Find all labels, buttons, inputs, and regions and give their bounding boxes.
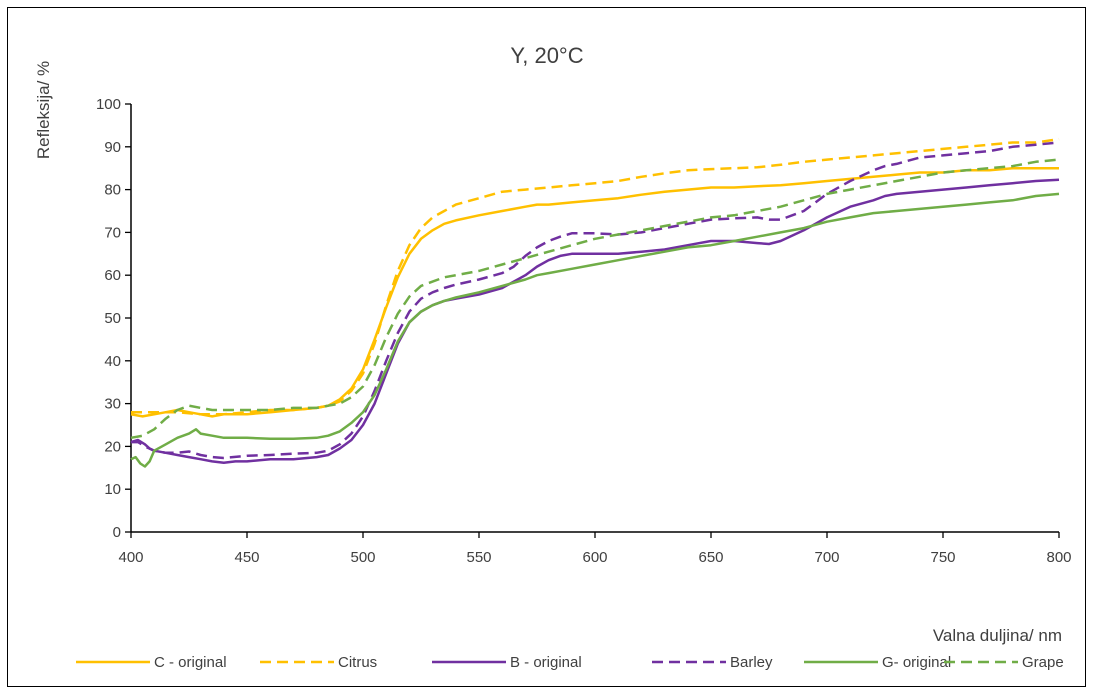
x-tick-label: 600 bbox=[582, 549, 607, 566]
series-line-grape bbox=[130, 158, 1060, 440]
x-tick-label: 450 bbox=[234, 549, 259, 566]
series-layer bbox=[130, 137, 1060, 468]
series-line-barley bbox=[131, 141, 1060, 460]
y-tick-label: 40 bbox=[104, 353, 121, 370]
y-tick-label: 80 bbox=[104, 182, 121, 199]
y-tick-label: 70 bbox=[104, 224, 121, 241]
x-tick-label: 750 bbox=[930, 549, 955, 566]
series-line-g-original bbox=[130, 192, 1060, 468]
x-tick-label: 700 bbox=[814, 549, 839, 566]
x-tick-label: 500 bbox=[350, 549, 375, 566]
x-tick-label: 550 bbox=[466, 549, 491, 566]
chart-frame bbox=[7, 7, 1086, 687]
axes: 0 10 20 30 40 50 60 70 80 90 100 400 450 500 550 600 650… bbox=[96, 96, 1072, 566]
y-axis-label: Refleksija/ % bbox=[34, 61, 53, 159]
y-tick-label: 60 bbox=[104, 267, 121, 284]
series-line-citrus bbox=[131, 137, 1060, 416]
legend-label-g-original: G- original bbox=[882, 654, 951, 671]
series-line-b-original bbox=[130, 178, 1060, 464]
y-tick-label: 30 bbox=[104, 396, 121, 413]
legend: C - original Citrus B - original Barley G- o… bbox=[76, 654, 1064, 671]
legend-label-barley: Barley bbox=[730, 654, 773, 671]
y-tick-label: 0 bbox=[113, 524, 121, 541]
y-tick-label: 90 bbox=[104, 139, 121, 156]
legend-label-citrus: Citrus bbox=[338, 654, 377, 671]
y-tick-label: 100 bbox=[96, 96, 121, 113]
y-tick-label: 50 bbox=[104, 310, 121, 327]
x-axis-label: Valna duljina/ nm bbox=[933, 626, 1062, 645]
legend-label-c-original: C - original bbox=[154, 654, 227, 671]
series-line-c-original bbox=[130, 166, 1059, 418]
legend-label-grape: Grape bbox=[1022, 654, 1064, 671]
y-tick-label: 10 bbox=[104, 481, 121, 498]
x-tick-label: 650 bbox=[698, 549, 723, 566]
chart-title: Y, 20°C bbox=[510, 43, 583, 68]
x-tick-label: 800 bbox=[1046, 549, 1071, 566]
legend-label-b-original: B - original bbox=[510, 654, 582, 671]
y-tick-label: 20 bbox=[104, 438, 121, 455]
x-tick-label: 400 bbox=[118, 549, 143, 566]
